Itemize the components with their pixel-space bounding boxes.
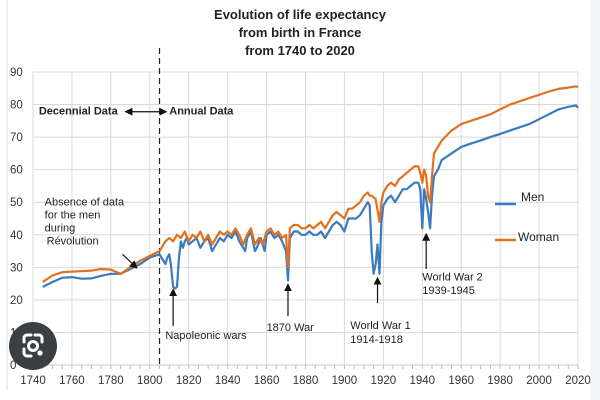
x-tick-label: 1900 xyxy=(332,375,358,387)
series-lines xyxy=(42,85,579,290)
x-tick-label: 1800 xyxy=(137,375,163,387)
annotation-label: Annual Data xyxy=(169,105,234,117)
grid xyxy=(32,48,579,367)
legend: Men Woman xyxy=(495,190,559,244)
annotation-label: Decennial Data xyxy=(39,105,119,117)
y-tick-label: 60 xyxy=(10,165,23,177)
title-line-1: Evolution of life expectancy xyxy=(214,7,386,22)
x-tick-label: 1760 xyxy=(59,375,85,387)
x-tick-label: 2020 xyxy=(565,375,591,387)
x-axis-ticks: 1740 1760 1780 1800 1820 1840 1860 1880 1900 1920… xyxy=(20,365,591,387)
y-tick-label: 40 xyxy=(10,230,23,242)
x-tick-label: 1960 xyxy=(448,375,474,387)
annotation-label: World War 2 xyxy=(422,271,483,283)
lens-camera-icon xyxy=(22,333,44,358)
right-scroll-strip xyxy=(590,0,600,400)
y-tick-label: 0 xyxy=(10,360,16,372)
y-tick-label: 70 xyxy=(10,132,23,144)
x-tick-label: 1940 xyxy=(409,375,435,387)
x-tick-label: 1980 xyxy=(487,375,513,387)
x-tick-label: 1820 xyxy=(176,375,202,387)
y-tick-label: 90 xyxy=(10,67,23,79)
x-tick-label: 2000 xyxy=(526,375,552,387)
series-line-woman xyxy=(42,85,579,283)
title-line-2: from birth in France xyxy=(238,25,362,40)
legend-men-label: Men xyxy=(521,190,544,204)
annotations: Decennial Data Annual Data Absence of data… xyxy=(39,105,483,346)
x-tick-label: 1840 xyxy=(215,375,241,387)
x-tick-label: 1920 xyxy=(371,375,397,387)
annotation-label: World War 1 xyxy=(350,320,411,332)
x-tick-label: 1740 xyxy=(20,375,46,387)
legend-woman-label: Woman xyxy=(518,230,559,244)
y-tick-label: 30 xyxy=(10,262,23,274)
annotation-label: Absence of data xyxy=(45,196,125,208)
x-tick-label: 1880 xyxy=(293,375,319,387)
annotation-label: 1914-1918 xyxy=(350,334,403,346)
google-lens-button[interactable] xyxy=(9,322,57,370)
revolution-arrow xyxy=(122,253,138,269)
title-line-3: from 1740 to 2020 xyxy=(245,43,355,58)
annotation-label: Révolution xyxy=(47,236,99,248)
x-tick-label: 1860 xyxy=(254,375,280,387)
y-tick-label: 50 xyxy=(10,197,23,209)
chart-frame xyxy=(6,0,592,390)
y-axis-ticks: 0102030405060708090 xyxy=(10,67,23,372)
y-tick-label: 20 xyxy=(10,295,23,307)
chart-title: Evolution of life expectancy from birth … xyxy=(0,6,600,60)
series-line-men xyxy=(42,104,579,290)
annotation-label: for the men xyxy=(45,210,101,222)
annotation-label: during xyxy=(45,223,76,235)
annotation-label: Napoleonic wars xyxy=(165,330,247,342)
x-tick-label: 1780 xyxy=(98,375,124,387)
annotation-label: 1870 War xyxy=(267,322,315,334)
y-tick-label: 80 xyxy=(10,100,23,112)
annotation-label: 1939-1945 xyxy=(422,285,475,297)
